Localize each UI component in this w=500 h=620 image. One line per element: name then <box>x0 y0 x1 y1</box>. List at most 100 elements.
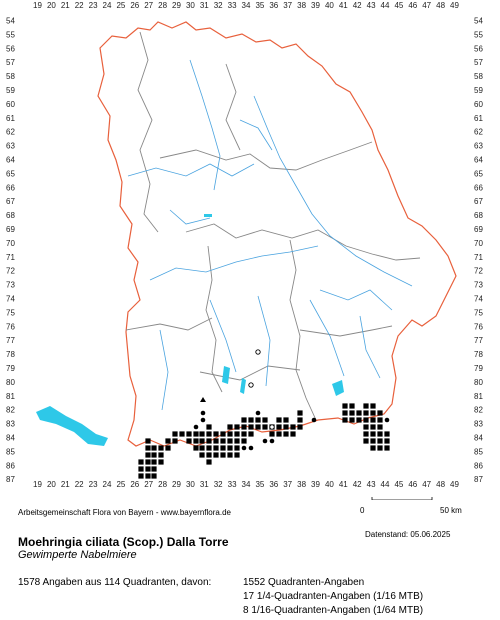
quadrant-record-marker <box>248 431 254 437</box>
x-grid-label: 33 <box>228 1 237 10</box>
y-grid-label: 68 <box>6 211 15 220</box>
x-grid-label: 21 <box>61 480 70 489</box>
x-grid-label: 28 <box>158 1 167 10</box>
x-grid-label: 46 <box>408 480 417 489</box>
x-grid-label: 24 <box>103 480 112 489</box>
quadrant-record-marker <box>193 438 199 444</box>
y-grid-label: 57 <box>474 58 483 67</box>
quadrant-record-marker <box>227 431 233 437</box>
x-grid-label: 46 <box>408 1 417 10</box>
quadrant-record-marker <box>269 431 275 437</box>
scale-max-label: 50 km <box>440 506 462 515</box>
x-grid-label: 49 <box>450 1 459 10</box>
quadrant-record-marker <box>342 403 348 409</box>
y-grid-label: 79 <box>474 364 483 373</box>
y-grid-label: 55 <box>6 30 15 39</box>
x-grid-label: 48 <box>436 480 445 489</box>
x-grid-label: 22 <box>75 480 84 489</box>
quadrant-record-marker <box>227 438 233 444</box>
x-grid-label: 41 <box>339 1 348 10</box>
quadrant-record-marker <box>377 424 383 430</box>
x-grid-label: 23 <box>89 480 98 489</box>
x-grid-label: 47 <box>422 1 431 10</box>
quadrant-record-marker <box>241 431 247 437</box>
quadrant-record-marker <box>151 452 157 458</box>
triangle-record-marker <box>200 397 206 402</box>
y-grid-label: 69 <box>6 225 15 234</box>
quadrant-record-marker <box>151 466 157 472</box>
quadrant-record-marker <box>377 445 383 451</box>
quadrant-record-marker <box>255 417 261 423</box>
quarter-quadrant-marker <box>241 445 247 451</box>
quadrant-record-marker <box>370 403 376 409</box>
y-grid-label: 87 <box>474 475 483 484</box>
quadrant-record-marker <box>158 459 164 465</box>
x-grid-label: 29 <box>172 1 181 10</box>
quarter-quadrant-marker <box>200 417 206 423</box>
quadrant-record-marker <box>255 424 261 430</box>
quadrant-record-marker <box>377 417 383 423</box>
quarter-quadrant-marker <box>384 417 390 423</box>
quadrant-record-marker <box>220 452 226 458</box>
y-grid-label: 62 <box>474 128 483 137</box>
bavaria-state-border <box>97 21 457 447</box>
quadrant-record-marker <box>276 417 282 423</box>
sixteenth-quadrant-marker <box>269 424 275 430</box>
quadrant-record-marker <box>206 452 212 458</box>
quadrant-record-marker <box>377 438 383 444</box>
y-grid-label: 73 <box>6 281 15 290</box>
quadrant-record-marker <box>227 424 233 430</box>
quadrant-record-marker <box>370 445 376 451</box>
x-grid-label: 33 <box>228 480 237 489</box>
quadrant-record-marker <box>220 445 226 451</box>
quadrant-record-marker <box>349 403 355 409</box>
y-grid-label: 76 <box>6 322 15 331</box>
x-grid-label: 44 <box>381 1 390 10</box>
y-grid-label: 74 <box>6 295 15 304</box>
quadrant-record-marker <box>151 473 157 479</box>
y-grid-label: 75 <box>474 308 483 317</box>
quadrant-record-marker <box>206 445 212 451</box>
quarter-quadrant-marker <box>311 417 317 423</box>
y-grid-label: 63 <box>6 142 15 151</box>
y-grid-label: 72 <box>474 267 483 276</box>
y-grid-label: 82 <box>6 406 15 415</box>
y-grid-label: 85 <box>6 447 15 456</box>
quadrant-record-marker <box>283 431 289 437</box>
quadrant-record-marker <box>145 473 151 479</box>
y-grid-label: 77 <box>6 336 15 345</box>
x-grid-label: 38 <box>297 480 306 489</box>
y-grid-label: 80 <box>474 378 483 387</box>
quadrant-record-marker <box>234 438 240 444</box>
y-grid-label: 56 <box>474 44 483 53</box>
y-grid-label: 56 <box>6 44 15 53</box>
quadrant-record-marker <box>384 438 390 444</box>
x-grid-label: 19 <box>33 480 42 489</box>
y-grid-label: 85 <box>474 447 483 456</box>
species-scientific-name: Moehringia ciliata (Scop.) Dalla Torre <box>18 535 229 549</box>
x-grid-label: 37 <box>283 480 292 489</box>
quadrant-record-marker <box>384 431 390 437</box>
sixteenth-quadrant-marker <box>248 382 254 388</box>
quadrant-record-marker <box>262 417 268 423</box>
x-grid-label: 49 <box>450 480 459 489</box>
quadrant-record-marker <box>370 410 376 416</box>
quadrant-record-marker <box>151 459 157 465</box>
y-grid-label: 55 <box>474 30 483 39</box>
quadrant-record-marker <box>234 445 240 451</box>
quadrant-record-marker <box>138 459 144 465</box>
quadrant-record-marker <box>213 431 219 437</box>
quarter-quadrant-marker <box>255 410 261 416</box>
y-grid-label: 76 <box>474 322 483 331</box>
x-grid-label: 28 <box>158 480 167 489</box>
quadrant-record-marker <box>158 452 164 458</box>
sixteenth-quadrant-marker <box>255 349 261 355</box>
quadrant-record-marker <box>227 445 233 451</box>
quadrant-record-marker <box>241 424 247 430</box>
quadrant-record-marker <box>370 417 376 423</box>
quadrant-record-marker <box>349 410 355 416</box>
quarter-quadrant-marker <box>269 438 275 444</box>
y-grid-label: 71 <box>6 253 15 262</box>
quadrant-record-marker <box>193 445 199 451</box>
quadrant-record-marker <box>199 438 205 444</box>
